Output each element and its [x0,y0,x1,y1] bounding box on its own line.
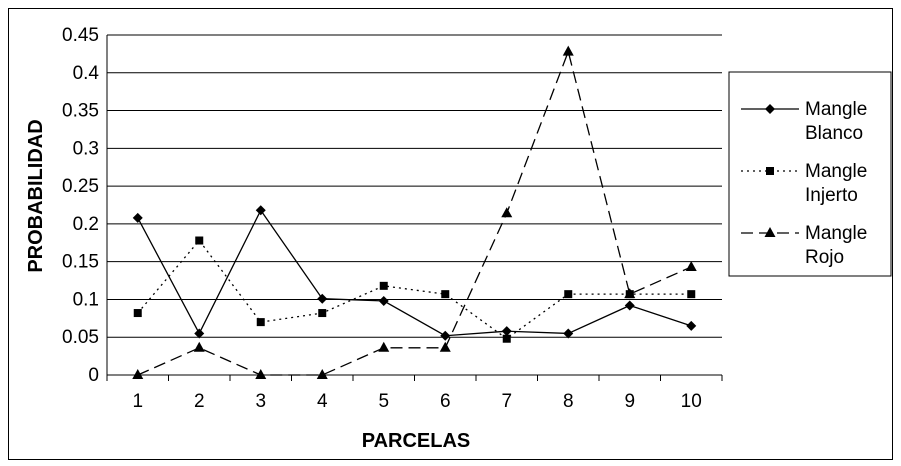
diamond-marker [255,205,266,216]
diamond-marker [501,326,512,337]
diamond-marker [317,293,328,304]
square-marker [195,236,204,245]
legend-item: Mangle Blanco [741,99,867,144]
square-marker [441,290,450,299]
y-tick-label: 0.45 [62,25,99,46]
legend-label: Mangle [805,99,867,120]
y-tick-label: 0.15 [62,252,99,273]
triangle-marker [316,369,328,379]
series-line [137,49,692,376]
diamond-marker [624,300,635,311]
y-tick-label: 0.1 [73,289,99,310]
triangle-marker [378,341,390,352]
y-tick-label: 0.3 [73,138,99,159]
diamond-marker [686,320,697,331]
x-tick-label: 4 [317,391,328,412]
legend-item: Mangle Rojo [741,223,867,268]
triangle-marker [193,341,205,352]
triangle-marker [132,369,144,379]
triangle-marker [255,369,267,379]
square-marker [379,281,388,290]
x-tick-label: 9 [624,391,635,412]
x-tick-label: 6 [440,391,451,412]
legend-label: Mangle [805,161,867,182]
series-line [137,239,692,340]
legend-label: Injerto [805,185,858,206]
y-tick-label: 0.05 [62,327,99,348]
triangle-marker [562,45,574,56]
series-1 [132,205,697,341]
triangle-marker [685,260,697,271]
y-tick-label: 0.25 [62,176,99,197]
x-tick-label: 10 [681,391,702,412]
square-marker [133,309,142,318]
square-marker [318,309,327,318]
square-marker [502,334,511,343]
chart-frame: 0 0.05 0.1 0.15 0.2 0.25 0.3 0.35 0.4 0.45 1 2 3 4 5 6… [8,8,893,460]
square-marker [687,290,696,299]
series-3 [132,45,697,379]
series-2 [133,236,696,343]
y-axis-title: PROBABILIDAD [25,119,47,272]
diamond-marker [378,295,389,306]
square-marker [564,290,573,299]
legend-box [728,71,892,277]
triangle-marker [501,207,513,218]
legend-label: Blanco [805,123,863,144]
legend-label: Mangle [805,223,867,244]
triangle-marker [624,288,636,299]
legend-item: Mangle Injerto [741,161,867,206]
x-tick-label: 1 [132,391,143,412]
diamond-marker [765,104,775,114]
square-marker [256,318,265,327]
series-line [137,209,692,337]
x-tick-label: 8 [563,391,574,412]
diamond-marker [440,330,451,341]
y-tick-label: 0.4 [73,63,100,84]
diamond-marker [194,328,205,339]
y-tick-label: 0.2 [73,214,99,235]
x-tick-label: 3 [255,391,266,412]
series-lines [132,45,697,379]
diamond-marker [563,328,574,339]
x-tick-label: 2 [194,391,205,412]
x-axis-ticks: 1 2 3 4 5 6 7 8 9 10 [106,375,723,412]
line-chart: 0 0.05 0.1 0.15 0.2 0.25 0.3 0.35 0.4 0.45 1 2 3 4 5 6… [25,25,892,452]
square-marker [766,167,774,175]
legend: Mangle Blanco Mangle Injerto Mangle Rojo [728,71,892,277]
legend-label: Rojo [805,247,844,268]
y-tick-label: 0.35 [62,101,99,122]
triangle-marker [439,341,451,352]
x-tick-label: 7 [501,391,512,412]
x-axis-title: PARCELAS [362,430,471,452]
x-tick-label: 5 [378,391,389,412]
y-axis-ticks: 0 0.05 0.1 0.15 0.2 0.25 0.3 0.35 0.4 0.45 [62,25,99,386]
diamond-marker [132,212,143,223]
triangle-marker [764,227,776,237]
y-tick-label: 0 [88,365,99,386]
grid-lines [106,34,722,376]
